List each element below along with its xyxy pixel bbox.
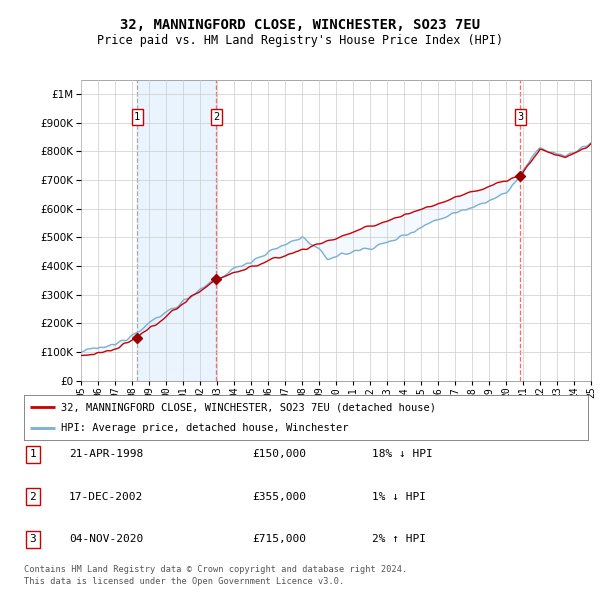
- Text: Price paid vs. HM Land Registry's House Price Index (HPI): Price paid vs. HM Land Registry's House …: [97, 34, 503, 47]
- Text: 32, MANNINGFORD CLOSE, WINCHESTER, SO23 7EU (detached house): 32, MANNINGFORD CLOSE, WINCHESTER, SO23 …: [61, 402, 436, 412]
- Text: £715,000: £715,000: [252, 535, 306, 544]
- Text: 2% ↑ HPI: 2% ↑ HPI: [372, 535, 426, 544]
- Text: 18% ↓ HPI: 18% ↓ HPI: [372, 450, 433, 459]
- Text: 21-APR-1998: 21-APR-1998: [69, 450, 143, 459]
- Text: 17-DEC-2002: 17-DEC-2002: [69, 492, 143, 502]
- Text: £150,000: £150,000: [252, 450, 306, 459]
- Text: 2: 2: [29, 492, 37, 502]
- Text: 3: 3: [29, 535, 37, 544]
- Text: 1% ↓ HPI: 1% ↓ HPI: [372, 492, 426, 502]
- Text: 3: 3: [517, 112, 523, 122]
- Text: 2: 2: [213, 112, 220, 122]
- Text: 04-NOV-2020: 04-NOV-2020: [69, 535, 143, 544]
- Text: 1: 1: [29, 450, 37, 459]
- Text: HPI: Average price, detached house, Winchester: HPI: Average price, detached house, Winc…: [61, 422, 348, 432]
- Bar: [137, 80, 217, 381]
- Text: £355,000: £355,000: [252, 492, 306, 502]
- Text: 32, MANNINGFORD CLOSE, WINCHESTER, SO23 7EU: 32, MANNINGFORD CLOSE, WINCHESTER, SO23 …: [120, 18, 480, 32]
- Text: Contains HM Land Registry data © Crown copyright and database right 2024.
This d: Contains HM Land Registry data © Crown c…: [24, 565, 407, 586]
- Text: 1: 1: [134, 112, 140, 122]
